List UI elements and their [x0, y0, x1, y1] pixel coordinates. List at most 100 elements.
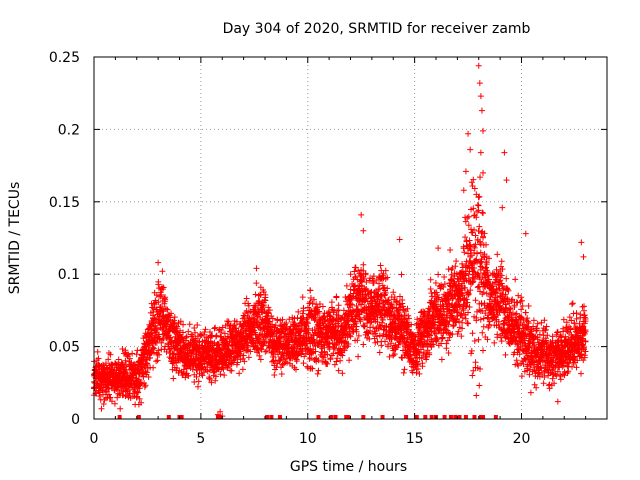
data-point — [376, 309, 383, 316]
data-point — [262, 297, 269, 304]
data-point — [343, 310, 350, 317]
data-point — [310, 296, 317, 303]
data-point — [574, 357, 581, 364]
data-point — [449, 314, 456, 321]
data-point — [495, 282, 502, 289]
data-point — [336, 349, 343, 356]
data-point — [151, 335, 158, 342]
data-point — [247, 348, 254, 355]
data-point — [322, 318, 329, 325]
data-point — [122, 383, 129, 390]
data-point — [532, 352, 539, 359]
data-point — [297, 332, 304, 339]
data-point — [412, 345, 419, 352]
data-point — [477, 276, 484, 283]
data-point — [172, 344, 179, 351]
data-point — [487, 282, 494, 289]
data-point — [260, 303, 267, 310]
data-point — [215, 341, 222, 348]
data-point — [530, 317, 537, 324]
data-point — [355, 295, 362, 302]
data-point — [542, 327, 549, 334]
data-point — [297, 340, 304, 347]
data-point — [503, 304, 510, 311]
data-point — [373, 277, 380, 284]
data-point — [438, 340, 445, 347]
data-point — [480, 347, 487, 354]
data-point — [565, 363, 572, 370]
data-point — [550, 357, 557, 364]
data-point — [483, 241, 490, 248]
data-point — [301, 353, 308, 360]
data-point — [168, 339, 175, 346]
data-point — [314, 341, 321, 348]
data-point — [500, 284, 507, 291]
data-point — [132, 385, 139, 392]
data-point — [545, 382, 552, 389]
data-point — [579, 303, 586, 310]
data-point — [378, 292, 385, 299]
data-point — [468, 229, 475, 236]
data-point — [97, 376, 104, 383]
data-point — [483, 253, 490, 260]
data-point — [402, 326, 409, 333]
data-point — [111, 386, 118, 393]
data-point — [444, 337, 451, 344]
data-point — [355, 292, 362, 299]
gap-marker — [269, 415, 274, 419]
data-point — [498, 305, 505, 312]
data-point — [420, 352, 427, 359]
data-point — [261, 324, 268, 331]
data-point — [365, 306, 372, 313]
data-point — [342, 338, 349, 345]
data-point — [523, 350, 530, 357]
data-point — [154, 311, 161, 318]
gap-marker — [166, 415, 171, 419]
data-point — [155, 281, 162, 288]
data-point — [340, 327, 347, 334]
data-point — [413, 321, 420, 328]
dip-point — [469, 372, 476, 379]
gap-marker — [136, 415, 141, 419]
data-point — [316, 331, 323, 338]
data-point — [427, 286, 434, 293]
data-point — [325, 308, 332, 315]
spike-point — [462, 168, 469, 175]
data-point — [271, 340, 278, 347]
data-point — [392, 333, 399, 340]
data-point — [155, 347, 162, 354]
data-point — [255, 348, 262, 355]
data-point — [233, 347, 240, 354]
data-point — [145, 374, 152, 381]
data-point — [579, 341, 586, 348]
data-point — [290, 326, 297, 333]
data-point — [238, 341, 245, 348]
data-point — [432, 319, 439, 326]
data-point — [224, 335, 231, 342]
data-point — [440, 302, 447, 309]
data-point — [225, 361, 232, 368]
data-point — [352, 264, 359, 271]
data-point — [530, 342, 537, 349]
data-point — [505, 326, 512, 333]
data-point — [239, 366, 246, 373]
data-point — [408, 341, 415, 348]
data-point — [475, 272, 482, 279]
data-point — [516, 313, 523, 320]
data-point — [112, 373, 119, 380]
data-point — [128, 359, 135, 366]
data-point — [488, 289, 495, 296]
data-point — [458, 285, 465, 292]
data-point — [205, 339, 212, 346]
data-point — [426, 317, 433, 324]
data-point — [434, 306, 441, 313]
data-point — [289, 362, 296, 369]
data-point — [477, 174, 484, 181]
data-point — [319, 319, 326, 326]
data-point — [462, 218, 469, 225]
data-point — [539, 371, 546, 378]
data-point — [582, 348, 589, 355]
spike-point — [396, 236, 403, 243]
data-point — [168, 310, 175, 317]
data-point — [420, 308, 427, 315]
